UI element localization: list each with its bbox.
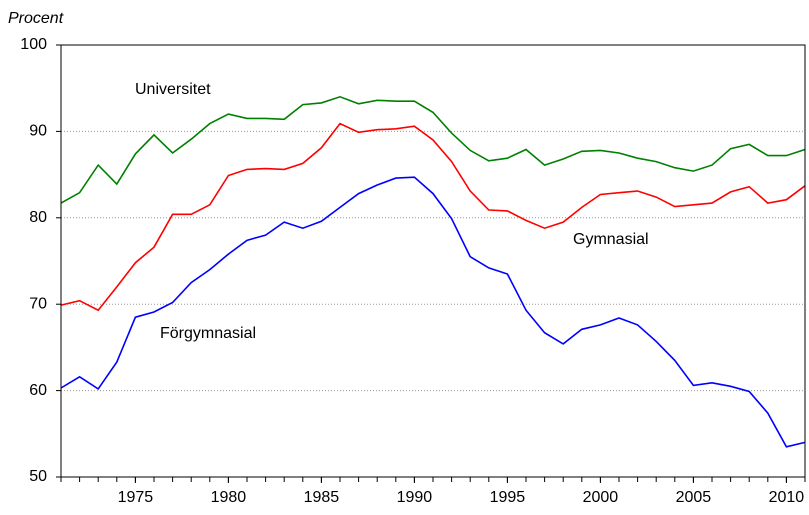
series-label: Gymnasial [573, 231, 649, 248]
series-label: Förgymnasial [160, 325, 256, 342]
series-line [60, 95, 806, 204]
y-tick-label: 50 [29, 468, 47, 485]
series-label: Universitet [135, 81, 211, 98]
y-tick-label: 60 [29, 382, 47, 399]
series-line [60, 176, 806, 448]
series-line [60, 122, 806, 312]
x-tick-label: 2000 [583, 489, 619, 506]
x-tick-label: 1980 [211, 489, 247, 506]
y-tick-label: 100 [20, 36, 47, 53]
y-axis-label: Procent [8, 10, 64, 27]
x-tick-label: 1975 [118, 489, 154, 506]
x-tick-label: 2005 [676, 489, 712, 506]
y-tick-label: 90 [29, 123, 47, 140]
plot-frame [60, 44, 806, 478]
y-tick-label: 70 [29, 295, 47, 312]
x-tick-label: 1990 [397, 489, 433, 506]
x-tick-label: 1985 [304, 489, 340, 506]
x-tick-label: 1995 [490, 489, 526, 506]
x-tick-label: 2010 [769, 489, 805, 506]
y-tick-label: 80 [29, 209, 47, 226]
